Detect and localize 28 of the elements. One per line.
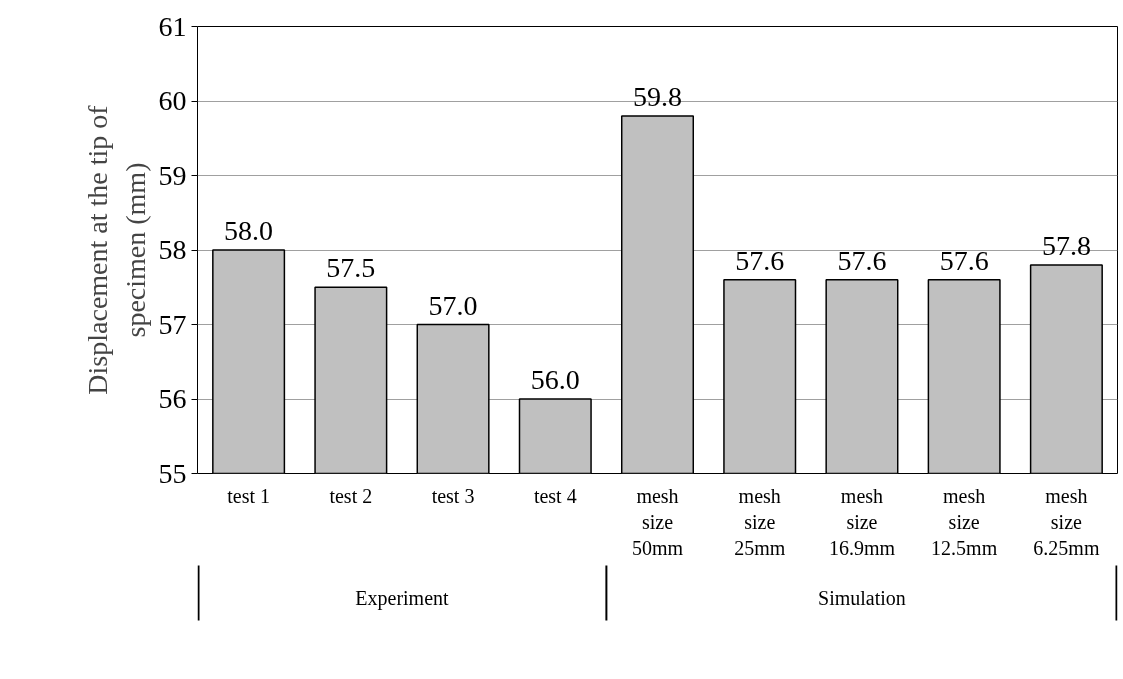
x-tick-label: mesh size 16.9mm bbox=[828, 484, 896, 560]
data-label: 57.6 bbox=[837, 244, 887, 276]
x-tick-label: test 4 bbox=[533, 484, 577, 507]
y-tick-label: 61 bbox=[158, 10, 187, 42]
y-axis-title: Displacement at the tip of specimen (mm) bbox=[82, 104, 151, 395]
data-label: 59.8 bbox=[633, 80, 682, 112]
data-label: 56.0 bbox=[530, 364, 580, 395]
y-tick-label: 58 bbox=[158, 234, 187, 265]
y-tick-label: 55 bbox=[158, 457, 187, 489]
data-label: 57.6 bbox=[735, 244, 785, 276]
data-label: 57.6 bbox=[939, 244, 989, 276]
data-label: 57.8 bbox=[1041, 229, 1091, 261]
data-label: 57.5 bbox=[326, 252, 376, 284]
x-tick-label: mesh size 25mm bbox=[734, 484, 786, 560]
x-tick-label: test 1 bbox=[227, 484, 271, 507]
x-tick-label: test 3 bbox=[431, 484, 475, 507]
text: Simulation bbox=[818, 586, 906, 609]
y-tick-label: 59 bbox=[158, 159, 187, 191]
y-tick-label: 56 bbox=[158, 383, 187, 414]
x-tick-label: mesh size 6.25mm bbox=[1033, 484, 1100, 560]
data-label: 58.0 bbox=[224, 215, 274, 246]
y-tick-label: 57 bbox=[158, 308, 187, 340]
data-label: 57.0 bbox=[428, 289, 478, 321]
x-tick-label: mesh size 12.5mm bbox=[931, 484, 998, 560]
x-tick-label: test 2 bbox=[329, 484, 373, 507]
x-tick-label: mesh size 50mm bbox=[631, 484, 684, 560]
y-tick-label: 60 bbox=[158, 85, 187, 116]
text: Experiment bbox=[355, 586, 450, 610]
